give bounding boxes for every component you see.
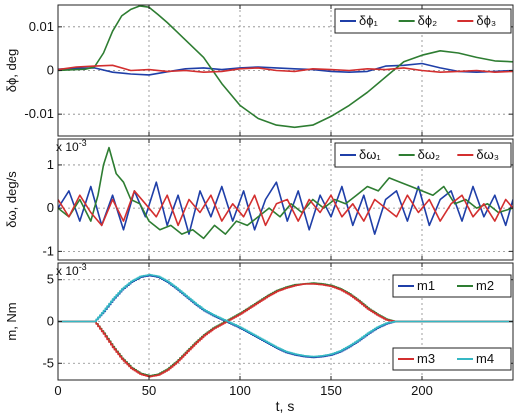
- y-tick-label: 0: [47, 63, 54, 78]
- legend-label: m2: [476, 278, 494, 293]
- legend-label: δω₁: [359, 147, 381, 162]
- legend-label: m1: [417, 278, 435, 293]
- y-axis-label: δω, deg/s: [4, 171, 19, 228]
- x-axis-label: t, s: [276, 398, 295, 414]
- y-tick-label: -1: [42, 243, 54, 258]
- y-tick-label: 5: [47, 272, 54, 287]
- legend-label: m3: [417, 351, 435, 366]
- legend-label: δϕ₃: [476, 13, 496, 28]
- x-tick-label: 0: [54, 383, 61, 398]
- y-tick-label: 0: [47, 314, 54, 329]
- x-tick-label: 50: [142, 383, 156, 398]
- panel-1: -0.01 0 0.01 δϕ, deg δϕ₁ δϕ₂ δϕ₃: [4, 5, 513, 136]
- legend-bottom: m3 m4: [393, 348, 511, 370]
- legend: δω₁ δω₂ δω₃: [335, 143, 511, 167]
- legend: δϕ₁ δϕ₂ δϕ₃: [335, 9, 511, 33]
- y-tick-label: 0.01: [29, 19, 54, 34]
- y-axis-label: δϕ, deg: [4, 49, 19, 92]
- y-tick-label: 1: [47, 157, 54, 172]
- legend-label: m4: [476, 351, 494, 366]
- legend-top: m1 m2: [393, 275, 511, 297]
- legend-label: δϕ₂: [418, 13, 438, 28]
- y-axis-label: m, Nm: [4, 302, 19, 340]
- y-tick-label: 0: [47, 200, 54, 215]
- x-tick-label: 100: [229, 383, 251, 398]
- legend-label: δϕ₁: [359, 13, 379, 28]
- legend-label: δω₂: [418, 147, 440, 162]
- x-tick-label: 200: [411, 383, 433, 398]
- y-tick-label: -5: [42, 355, 54, 370]
- legend-label: δω₃: [476, 147, 499, 162]
- y-tick-label: -0.01: [24, 106, 54, 121]
- x-tick-label: 150: [320, 383, 342, 398]
